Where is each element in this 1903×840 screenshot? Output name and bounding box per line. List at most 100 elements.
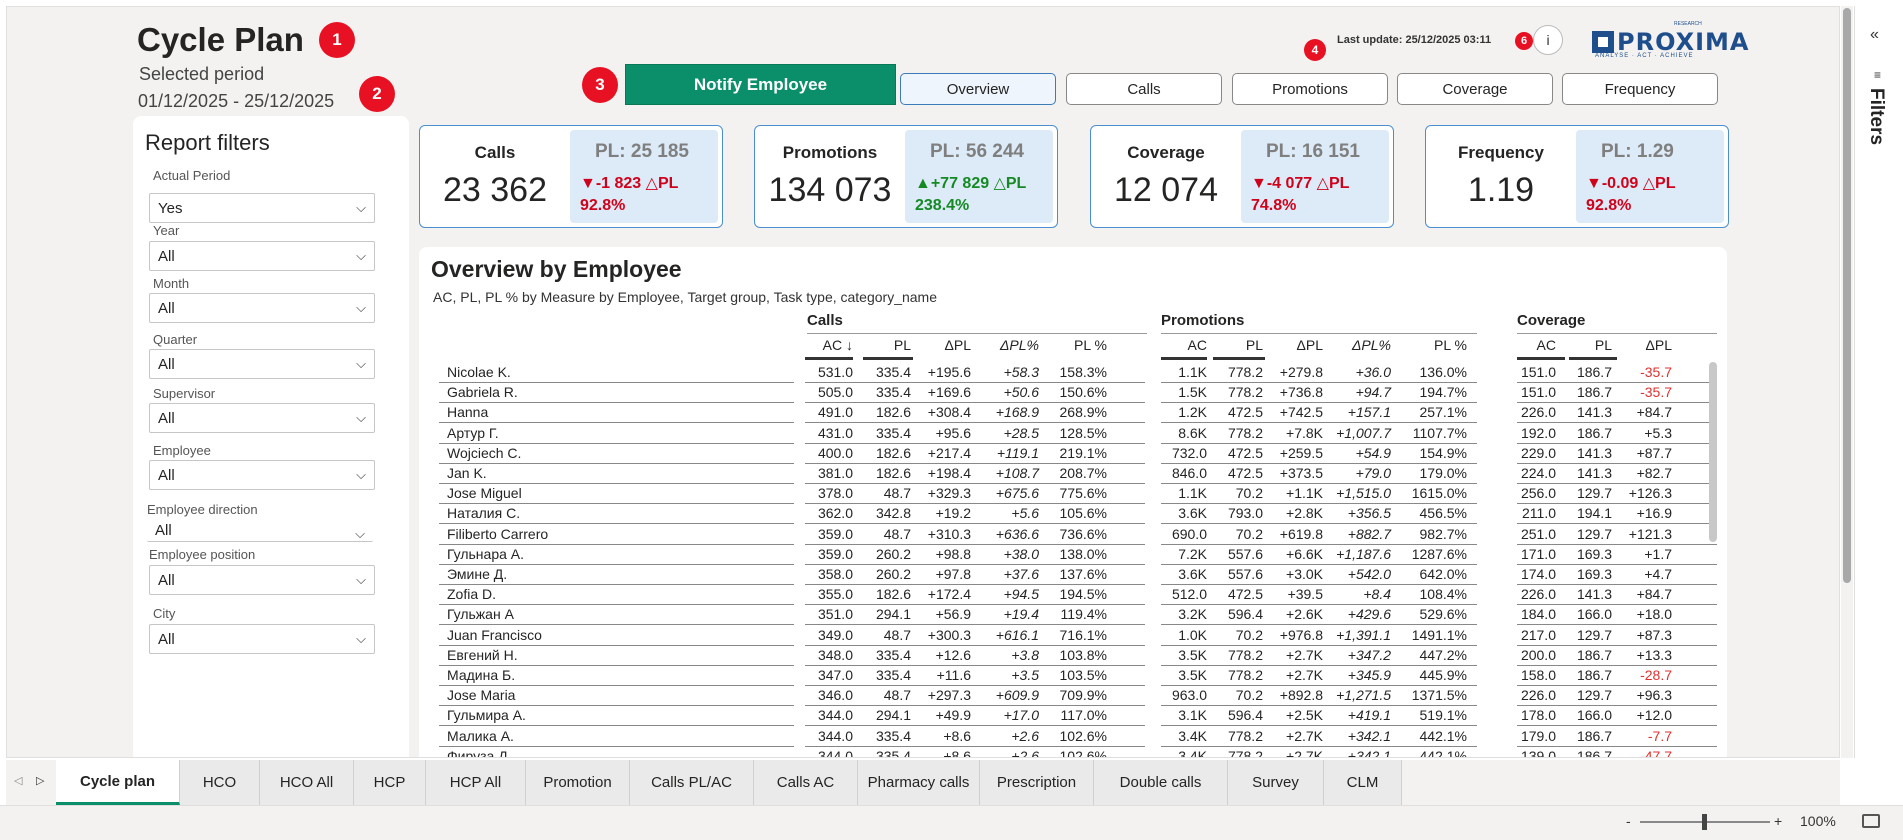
table-cell: 226.0 <box>1520 687 1556 704</box>
page-vertical-scrollbar[interactable] <box>1841 6 1853 758</box>
table-row[interactable]: Фируза Д. 344.0 335.4 +8.6 +2.6 102.6% 3.4K 778… <box>419 747 1709 758</box>
table-cell: 48.7 <box>883 626 911 643</box>
info-icon[interactable]: i <box>1533 25 1563 55</box>
column-header[interactable]: PL <box>893 337 911 353</box>
overview-table-visual: Overview by Employee AC, PL, PL % by Mea… <box>419 247 1727 758</box>
table-row[interactable]: Артур Г. 431.0 335.4 +95.6 +28.5 128.5% 8.6K 77… <box>419 424 1717 444</box>
column-header[interactable]: ΔPL% <box>1352 337 1391 353</box>
table-cell: 102.6% <box>1059 727 1107 744</box>
kpi-plan-box: PL: 16 151 ▼-4 077 △PL 74.8% <box>1241 130 1389 223</box>
table-row[interactable]: Гульжан А 351.0 294.1 +56.9 +19.4 119.4% 3.2K 5… <box>419 605 1717 626</box>
zoom-in-button[interactable]: + <box>1774 813 1783 829</box>
expand-pane-icon[interactable]: « <box>1870 26 1879 43</box>
tab-hco-all[interactable]: HCO All <box>260 760 354 805</box>
filters-pane-label[interactable]: Filters <box>1866 88 1887 146</box>
table-row[interactable]: Гульмира А. 344.0 294.1 +49.9 +17.0 117.0% 3.1… <box>419 706 1717 727</box>
tab-prescription[interactable]: Prescription <box>980 760 1094 805</box>
filter-dropdown[interactable]: All ⌵ <box>149 565 375 595</box>
column-header[interactable]: PL <box>1594 337 1612 353</box>
table-row[interactable]: Эмине Д. 358.0 260.2 +97.8 +37.6 137.6% 3.6K 55… <box>419 565 1717 585</box>
tab-calls-ac[interactable]: Calls AC <box>754 760 858 805</box>
column-header[interactable]: PL <box>1245 337 1263 353</box>
filter-dropdown[interactable]: Yes ⌵ <box>149 193 375 223</box>
tab-cycle-plan[interactable]: Cycle plan <box>56 760 180 805</box>
table-cell: -7.7 <box>1647 727 1672 744</box>
table-cell: 472.5 <box>1227 444 1263 461</box>
nav-coverage-button[interactable]: Coverage <box>1397 73 1553 105</box>
page-scroll-thumb[interactable] <box>1843 8 1851 583</box>
tab-survey[interactable]: Survey <box>1228 760 1324 805</box>
table-row[interactable]: Filiberto Carrero 359.0 48.7 +310.3 +636.6 73… <box>419 525 1717 545</box>
column-header[interactable]: PL % <box>1074 337 1107 353</box>
column-header[interactable]: ΔPL <box>944 337 971 353</box>
tab-double-calls[interactable]: Double calls <box>1094 760 1228 805</box>
column-header[interactable]: ΔPL <box>1645 337 1672 353</box>
table-cell: 179.0 <box>1520 727 1556 744</box>
nav-calls-button[interactable]: Calls <box>1066 73 1222 105</box>
table-cell: +1,271.5 <box>1336 687 1391 704</box>
column-header[interactable]: PL % <box>1434 337 1467 353</box>
tab-calls-pl-ac[interactable]: Calls PL/AC <box>630 760 754 805</box>
kpi-left: Calls 23 362 <box>420 126 570 227</box>
tab-next-icon[interactable]: ▷ <box>36 775 45 787</box>
zoom-slider-thumb[interactable] <box>1702 814 1707 830</box>
column-header[interactable]: AC <box>1187 337 1207 353</box>
fit-to-page-icon[interactable] <box>1862 814 1880 828</box>
notify-employee-button[interactable]: Notify Employee <box>625 64 896 105</box>
table-scrollbar[interactable] <box>1709 362 1717 542</box>
table-cell: 529.6% <box>1419 606 1467 623</box>
column-header[interactable]: AC ↓ <box>822 337 853 353</box>
column-header[interactable]: ΔPL% <box>1000 337 1039 353</box>
column-header[interactable]: AC <box>1536 337 1556 353</box>
table-cell: +4.7 <box>1644 566 1672 582</box>
tab-hco[interactable]: HCO <box>180 760 260 805</box>
table-cell: +11.6 <box>936 667 971 683</box>
table-cell: +87.3 <box>1636 626 1672 643</box>
kpi-plan-box: PL: 1.29 ▼-0.09 △PL 92.8% <box>1576 130 1724 223</box>
column-header[interactable]: ΔPL <box>1296 337 1323 353</box>
filter-dropdown[interactable]: All ⌵ <box>149 624 375 654</box>
table-cell: 3.6K <box>1178 505 1207 522</box>
table-cell: 174.0 <box>1520 566 1556 582</box>
kpi-percent: 74.8% <box>1251 197 1297 214</box>
filter-dropdown[interactable]: All ⌵ <box>149 403 375 433</box>
tab-promotion[interactable]: Promotion <box>526 760 630 805</box>
nav-overview-button[interactable]: Overview <box>900 73 1056 105</box>
table-row[interactable]: Мадина Б. 347.0 335.4 +11.6 +3.5 103.5% 3.5K 77… <box>419 666 1717 686</box>
nav-frequency-button[interactable]: Frequency <box>1562 73 1718 105</box>
table-cell: 182.6 <box>875 465 911 481</box>
table-row[interactable]: Juan Francisco 349.0 48.7 +300.3 +616.1 716.1… <box>419 626 1717 646</box>
table-row[interactable]: Jose Maria 346.0 48.7 +297.3 +609.9 709.9% 963… <box>419 686 1717 707</box>
row-divider <box>805 664 1145 666</box>
table-row[interactable]: Малика А. 344.0 335.4 +8.6 +2.6 102.6% 3.4K 778… <box>419 727 1717 747</box>
table-row[interactable]: Wojciech C. 400.0 182.6 +217.4 +119.1 219.1% 7… <box>419 444 1717 464</box>
table-row[interactable]: Zofia D. 355.0 182.6 +172.4 +94.5 194.5% 512.0… <box>419 585 1717 606</box>
table-cell: +54.9 <box>1355 444 1391 461</box>
group-header: Calls <box>807 312 843 329</box>
table-row[interactable]: Наталия С. 362.0 342.8 +19.2 +5.6 105.6% 3.6K 7… <box>419 504 1717 525</box>
filter-dropdown[interactable]: All ⌵ <box>147 520 373 542</box>
table-row[interactable]: Jan K. 381.0 182.6 +198.4 +108.7 208.7% 846.0 4… <box>419 464 1717 484</box>
zoom-out-button[interactable]: - <box>1626 813 1631 829</box>
table-row[interactable]: Гульнара А. 359.0 260.2 +98.8 +38.0 138.0% 7.2… <box>419 545 1717 565</box>
filter-dropdown[interactable]: All ⌵ <box>149 460 375 490</box>
tab-clm[interactable]: CLM <box>1324 760 1402 805</box>
filters-pane-collapsed[interactable]: « ≡ Filters <box>1854 6 1903 758</box>
table-row[interactable]: Евгений Н. 348.0 335.4 +12.6 +3.8 103.8% 3.5K 7… <box>419 646 1717 666</box>
table-cell: +1,187.6 <box>1336 545 1391 562</box>
tab-hcp[interactable]: HCP <box>354 760 426 805</box>
tab-prev-icon[interactable]: ◁ <box>14 775 23 787</box>
table-cell: 169.3 <box>1576 566 1612 582</box>
table-row[interactable]: Nicolae K. 531.0 335.4 +195.6 +58.3 158.3% 1.1… <box>419 363 1717 383</box>
table-row[interactable]: Hanna 491.0 182.6 +308.4 +168.9 268.9% 1.2K 472… <box>419 403 1717 424</box>
table-cell: 141.3 <box>1576 404 1612 421</box>
filter-dropdown[interactable]: All ⌵ <box>149 293 375 323</box>
filter-dropdown[interactable]: All ⌵ <box>149 349 375 379</box>
filter-dropdown[interactable]: All ⌵ <box>149 241 375 271</box>
table-cell: 344.0 <box>817 747 853 758</box>
table-row[interactable]: Gabriela R. 505.0 335.4 +169.6 +50.6 150.6% 1.… <box>419 383 1717 404</box>
table-row[interactable]: Jose Miguel 378.0 48.7 +329.3 +675.6 775.6% 1.… <box>419 484 1717 505</box>
tab-hcp-all[interactable]: HCP All <box>426 760 526 805</box>
nav-promotions-button[interactable]: Promotions <box>1232 73 1388 105</box>
tab-pharmacy-calls[interactable]: Pharmacy calls <box>858 760 980 805</box>
